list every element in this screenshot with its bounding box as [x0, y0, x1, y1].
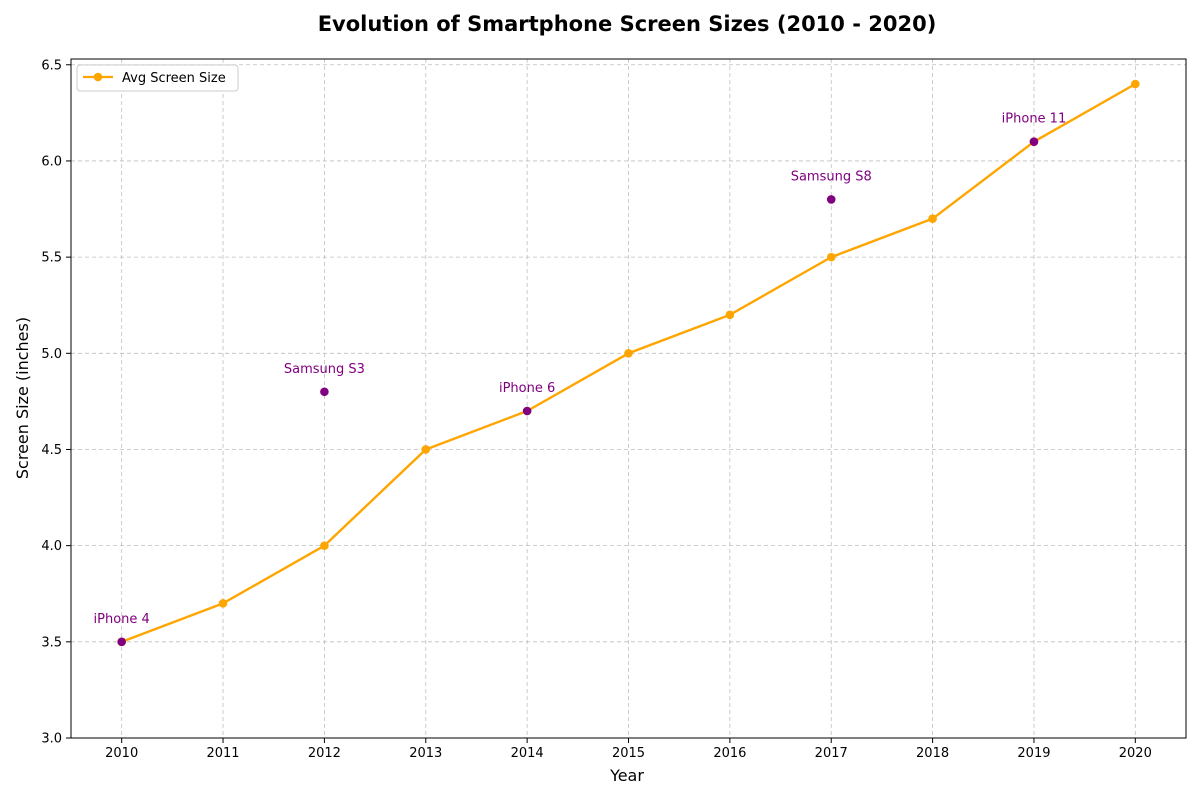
series-point: [725, 310, 735, 320]
annotation-label: Samsung S3: [284, 362, 365, 377]
annotation-label: iPhone 4: [94, 612, 150, 627]
x-axis-label: Year: [609, 766, 644, 785]
x-tick-label: 2013: [409, 746, 442, 761]
y-tick-label: 4.5: [41, 443, 62, 458]
x-tick-label: 2010: [105, 746, 138, 761]
annotation-label: iPhone 6: [499, 381, 555, 396]
x-tick-label: 2012: [308, 746, 341, 761]
chart-title: Evolution of Smartphone Screen Sizes (20…: [318, 12, 937, 36]
annotation-point: [826, 195, 836, 204]
annotation-point: [320, 387, 329, 397]
x-tick-label: 2011: [206, 746, 239, 761]
plot-area: 2010 2011 2012 2013 2014 2015 2016 2017 2018 2019…: [41, 58, 1187, 761]
x-tick-label: 2017: [815, 746, 848, 761]
y-tick-label: 3.0: [41, 732, 62, 747]
series-point: [421, 445, 431, 454]
annotation-point: [522, 406, 532, 416]
y-tick-label: 3.5: [41, 635, 62, 650]
annotation-label: iPhone 11: [1002, 112, 1067, 127]
series-point: [624, 348, 633, 358]
annotation-label: Samsung S8: [791, 169, 872, 184]
series-point: [928, 214, 937, 223]
annotation-point: [1029, 137, 1039, 147]
x-tick-label: 2014: [511, 746, 544, 761]
legend-box: [76, 64, 239, 92]
y-axis-label: Screen Size (inches): [13, 317, 32, 479]
y-tick-label: 5.0: [41, 347, 62, 362]
y-tick-label: 4.0: [41, 539, 62, 554]
series-point: [826, 252, 836, 262]
series-point: [218, 599, 228, 608]
legend-point-marker: [93, 72, 103, 82]
x-tick-label: 2016: [713, 746, 746, 761]
series-point: [320, 541, 329, 550]
x-tick-label: 2019: [1017, 746, 1050, 761]
x-tick-label: 2018: [916, 746, 949, 761]
annotation-point: [117, 637, 126, 647]
x-tick-label: 2015: [612, 746, 645, 761]
y-tick-label: 6.0: [41, 154, 62, 169]
y-tick-label: 6.5: [41, 58, 62, 73]
y-tick-label: 5.5: [41, 251, 62, 266]
legend: Avg Screen Size: [76, 64, 239, 92]
legend-label: Avg Screen Size: [122, 71, 226, 86]
series-point: [1131, 79, 1140, 89]
x-tick-label: 2020: [1119, 746, 1152, 761]
